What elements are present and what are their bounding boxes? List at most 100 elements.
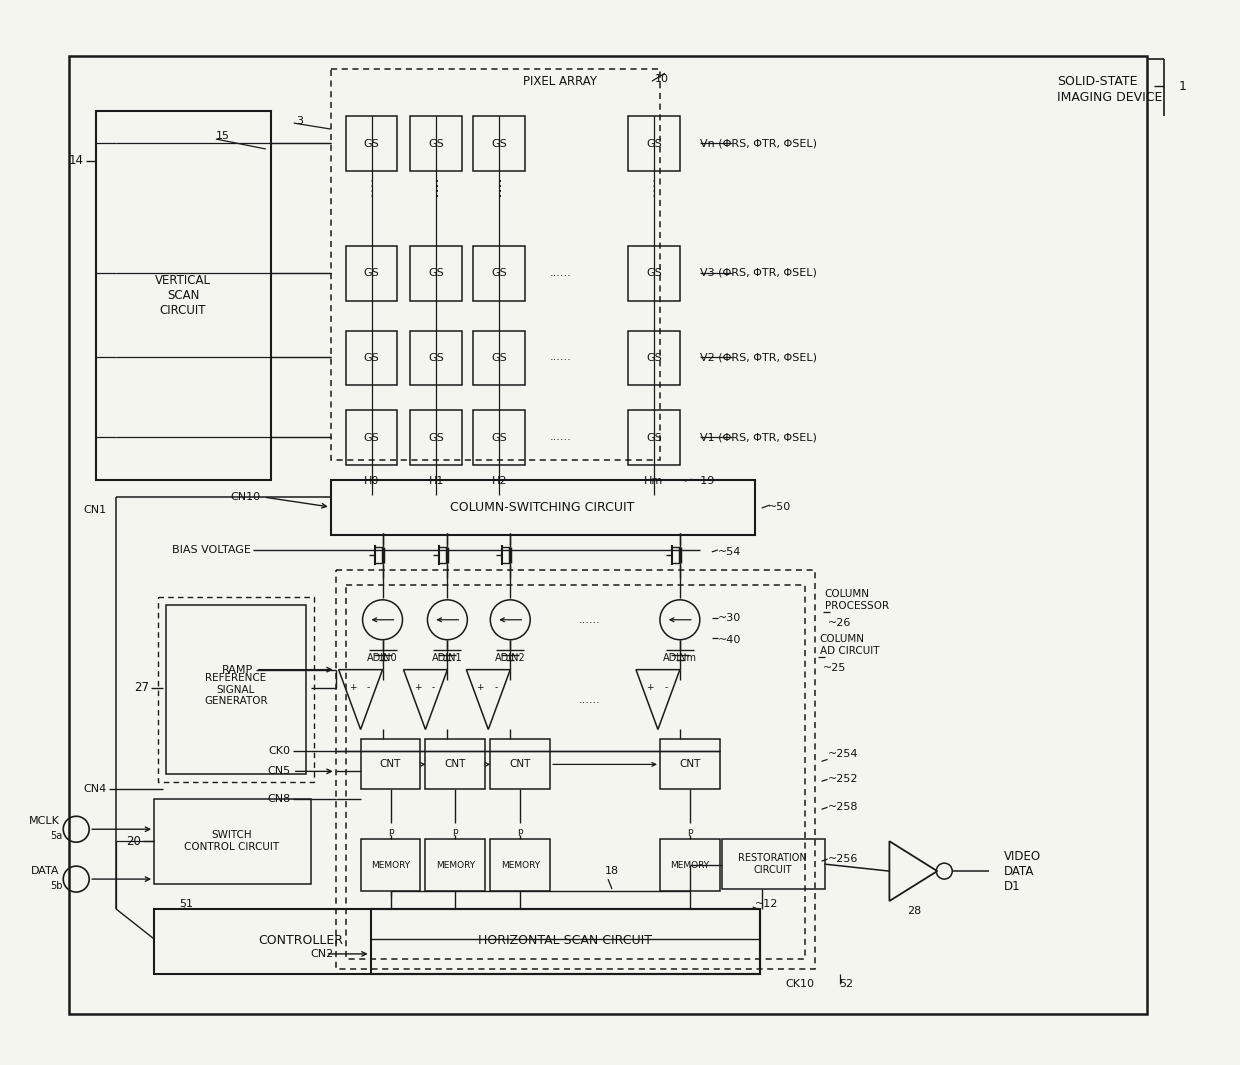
Bar [371,910,760,973]
Text: MCLK: MCLK [29,816,60,826]
Text: CNT: CNT [379,759,402,769]
Text: ~25: ~25 [822,662,846,673]
Text: GS: GS [363,268,379,278]
Bar [410,410,463,465]
Text: GS: GS [363,138,379,148]
Bar [627,330,680,386]
Text: GS: GS [491,353,507,363]
Text: IMAGING DEVICE: IMAGING DEVICE [1056,91,1162,103]
Text: :: : [434,176,439,190]
Text: -: - [367,683,371,692]
Text: RAMP: RAMP [222,665,253,674]
Text: GS: GS [429,268,444,278]
Bar [346,330,398,386]
Text: 14: 14 [68,154,83,167]
Text: +: + [414,683,422,692]
Text: H0: H0 [363,476,379,486]
Bar [154,800,311,884]
Text: -: - [665,683,667,692]
Bar [157,596,314,783]
Text: CK0: CK0 [269,747,290,756]
Bar [660,839,719,891]
Bar [627,116,680,171]
Text: CK10: CK10 [785,979,815,988]
Text: COLUMN
PROCESSOR: COLUMN PROCESSOR [825,589,889,610]
Text: :: : [434,186,439,200]
Text: :: : [370,186,374,200]
Text: :: : [497,176,502,190]
Text: GS: GS [646,268,662,278]
Bar [474,116,526,171]
Bar [410,116,463,171]
Bar [660,739,719,789]
Text: 5a: 5a [50,831,62,841]
Text: VIDEO: VIDEO [1004,850,1042,863]
Text: -: - [495,683,498,692]
Text: 28: 28 [908,906,921,916]
Text: +: + [476,683,484,692]
Text: DATA: DATA [31,866,60,876]
Text: 20: 20 [126,835,141,848]
Bar [331,480,755,535]
Text: GS: GS [491,268,507,278]
Text: CN5: CN5 [268,767,290,776]
Text: +: + [646,683,653,692]
Bar [490,839,551,891]
Bar [410,246,463,300]
Text: COLUMN
AD CIRCUIT: COLUMN AD CIRCUIT [820,634,879,655]
Text: CN2: CN2 [311,949,334,958]
Bar [490,739,551,789]
Text: Hm: Hm [645,476,663,486]
Bar [410,330,463,386]
Text: GS: GS [429,138,444,148]
Text: :: : [651,176,656,190]
Text: CN10: CN10 [231,492,260,502]
Text: -: - [432,683,435,692]
Bar [361,839,420,891]
Text: p: p [517,826,523,836]
Text: ~26: ~26 [827,618,851,627]
Text: ~254: ~254 [827,750,858,759]
Bar [361,739,420,789]
Text: ......: ...... [579,615,601,625]
Bar [474,246,526,300]
Text: MEMORY: MEMORY [671,861,709,870]
Text: ~19: ~19 [692,476,715,486]
Text: CNT: CNT [445,759,466,769]
Text: ~40: ~40 [718,635,742,644]
Text: V1 (ΦRS, ΦTR, ΦSEL): V1 (ΦRS, ΦTR, ΦSEL) [699,432,817,442]
Text: :: : [370,176,374,190]
Bar [166,605,306,774]
Text: CNT: CNT [510,759,531,769]
Text: SOLID-STATE: SOLID-STATE [1056,75,1137,87]
Bar [346,116,398,171]
Text: ......: ...... [579,694,601,705]
Text: ~30: ~30 [718,612,742,623]
Text: ~12: ~12 [755,899,777,910]
Text: SWITCH
CONTROL CIRCUIT: SWITCH CONTROL CIRCUIT [185,831,279,852]
Bar [627,410,680,465]
Text: D1: D1 [1004,880,1021,892]
Text: VERTICAL
SCAN
CIRCUIT: VERTICAL SCAN CIRCUIT [155,274,211,317]
Bar [474,410,526,465]
Text: ~256: ~256 [827,854,858,864]
Text: GS: GS [491,432,507,443]
Text: MEMORY: MEMORY [371,861,410,870]
Text: 18: 18 [605,866,619,876]
Bar [627,246,680,300]
Text: CN8: CN8 [268,794,290,804]
Text: +: + [348,683,356,692]
Text: RESTORATION
CIRCUIT: RESTORATION CIRCUIT [738,853,807,875]
Text: MEMORY: MEMORY [501,861,539,870]
Bar [346,585,805,958]
Text: CN1: CN1 [83,505,107,515]
Text: ADIN2: ADIN2 [495,653,526,662]
Text: GS: GS [646,432,662,443]
Text: ADIN0: ADIN0 [367,653,398,662]
Text: GS: GS [363,432,379,443]
Text: GS: GS [363,353,379,363]
Text: p: p [453,826,459,836]
Text: V3 (ΦRS, ΦTR, ΦSEL): V3 (ΦRS, ΦTR, ΦSEL) [699,267,817,278]
Text: 3: 3 [295,116,303,126]
Text: H2: H2 [491,476,507,486]
